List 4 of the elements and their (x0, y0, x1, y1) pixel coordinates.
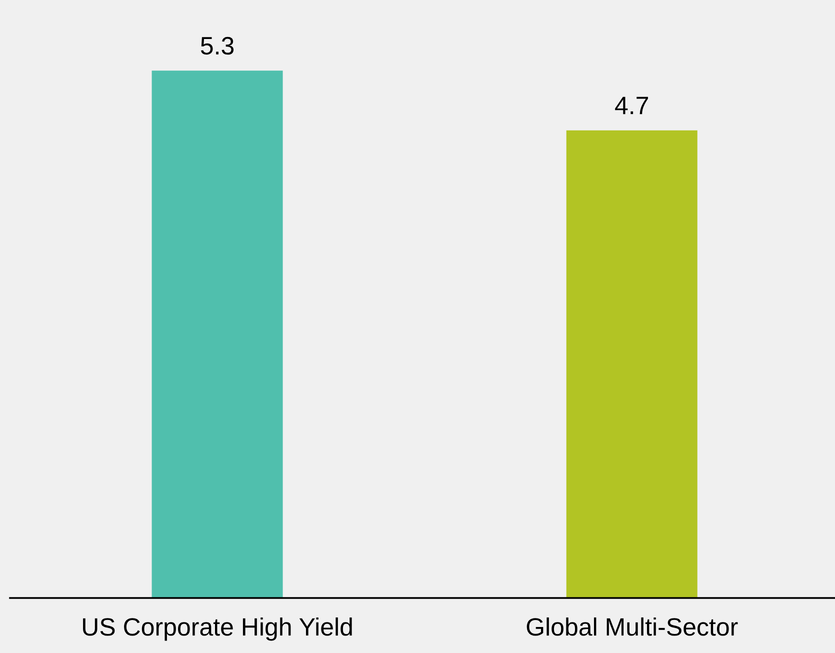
x-tick-label: Global Multi-Sector (526, 617, 738, 636)
data-label: 4.7 (615, 96, 648, 114)
data-label: 5.3 (200, 36, 234, 55)
x-tick-label: US Corporate High Yield (83, 617, 352, 641)
